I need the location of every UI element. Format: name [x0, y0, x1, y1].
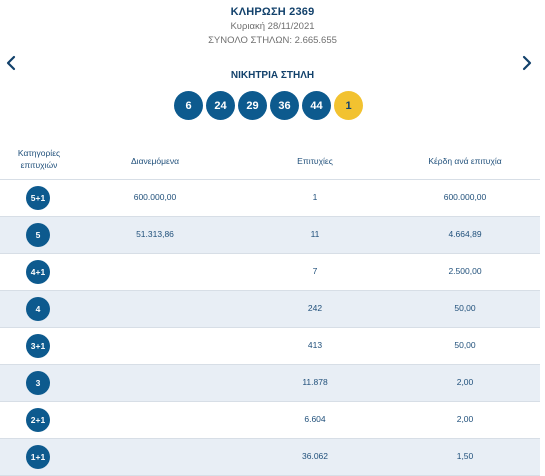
total-columns: ΣΥΝΟΛΟ ΣΤΗΛΩΝ: 2.665.655: [208, 35, 337, 46]
table-row: 4+1 7 2.500,00: [0, 254, 540, 291]
chevron-right-icon[interactable]: [518, 54, 534, 72]
prize-table: Κατηγορίες επιτυχιών Διανεμόμενα Επιτυχί…: [0, 143, 540, 476]
number-ball: 24: [206, 91, 235, 120]
header-wins: Επιτυχίες: [297, 156, 333, 166]
wins-cell: 413: [307, 340, 323, 350]
category-badge: 5+1: [26, 186, 50, 210]
draw-title: ΚΛΗΡΩΣΗ 2369: [230, 6, 315, 18]
prize-cell: 50,00: [454, 303, 476, 313]
chevron-left-icon[interactable]: [4, 54, 20, 72]
winning-column-title: ΝΙΚΗΤΡΙΑ ΣΤΗΛΗ: [230, 70, 315, 81]
wins-cell: 242: [307, 303, 323, 313]
wins-cell: 36.062: [302, 451, 328, 461]
joker-ball: 1: [334, 91, 363, 120]
prize-cell: 2.500,00: [448, 266, 482, 276]
header-distributed: Διανεμόμενα: [131, 156, 179, 166]
header-category-line1: Κατηγορίες: [17, 148, 61, 158]
table-row: 1+1 36.062 1,50: [0, 439, 540, 476]
number-ball: 36: [270, 91, 299, 120]
number-ball: 6: [174, 91, 203, 120]
header-prize: Κέρδη ανά επιτυχία: [428, 156, 502, 166]
number-ball: 44: [302, 91, 331, 120]
table-row: 3 11.878 2,00: [0, 365, 540, 402]
distributed-cell: 600.000,00: [133, 192, 177, 202]
wins-cell: 6.604: [304, 414, 326, 424]
number-ball: 29: [238, 91, 267, 120]
prize-cell: 600.000,00: [443, 192, 487, 202]
prize-cell: 1,50: [456, 451, 474, 461]
draw-date: Κυριακή 28/11/2021: [230, 21, 315, 32]
wins-cell: 11: [310, 229, 320, 239]
table-row: 5+1 600.000,00 1 600.000,00: [0, 180, 540, 217]
table-row: 5 51.313,86 11 4.664,89: [0, 217, 540, 254]
winning-numbers: 6 24 29 36 44 1: [174, 91, 374, 121]
prize-cell: 2,00: [456, 377, 474, 387]
prize-cell: 2,00: [456, 414, 474, 424]
wins-cell: 1: [312, 192, 318, 202]
category-badge: 5: [26, 223, 50, 247]
table-row: 4 242 50,00: [0, 291, 540, 328]
category-badge: 2+1: [26, 408, 50, 432]
table-row: 2+1 6.604 2,00: [0, 402, 540, 439]
draw-header: ΚΛΗΡΩΣΗ 2369 Κυριακή 28/11/2021 ΣΥΝΟΛΟ Σ…: [0, 0, 545, 130]
wins-cell: 11.878: [302, 377, 328, 387]
category-badge: 1+1: [26, 445, 50, 469]
table-header: Κατηγορίες επιτυχιών Διανεμόμενα Επιτυχί…: [0, 143, 540, 180]
prize-cell: 50,00: [454, 340, 476, 350]
category-badge: 4: [26, 297, 50, 321]
table-row: 3+1 413 50,00: [0, 328, 540, 365]
distributed-cell: 51.313,86: [136, 229, 174, 239]
header-category: Κατηγορίες επιτυχιών: [2, 147, 76, 171]
header-category-line2: επιτυχιών: [20, 160, 58, 170]
category-badge: 3+1: [26, 334, 50, 358]
category-badge: 3: [26, 371, 50, 395]
category-badge: 4+1: [26, 260, 50, 284]
prize-cell: 4.664,89: [448, 229, 482, 239]
wins-cell: 7: [312, 266, 318, 276]
